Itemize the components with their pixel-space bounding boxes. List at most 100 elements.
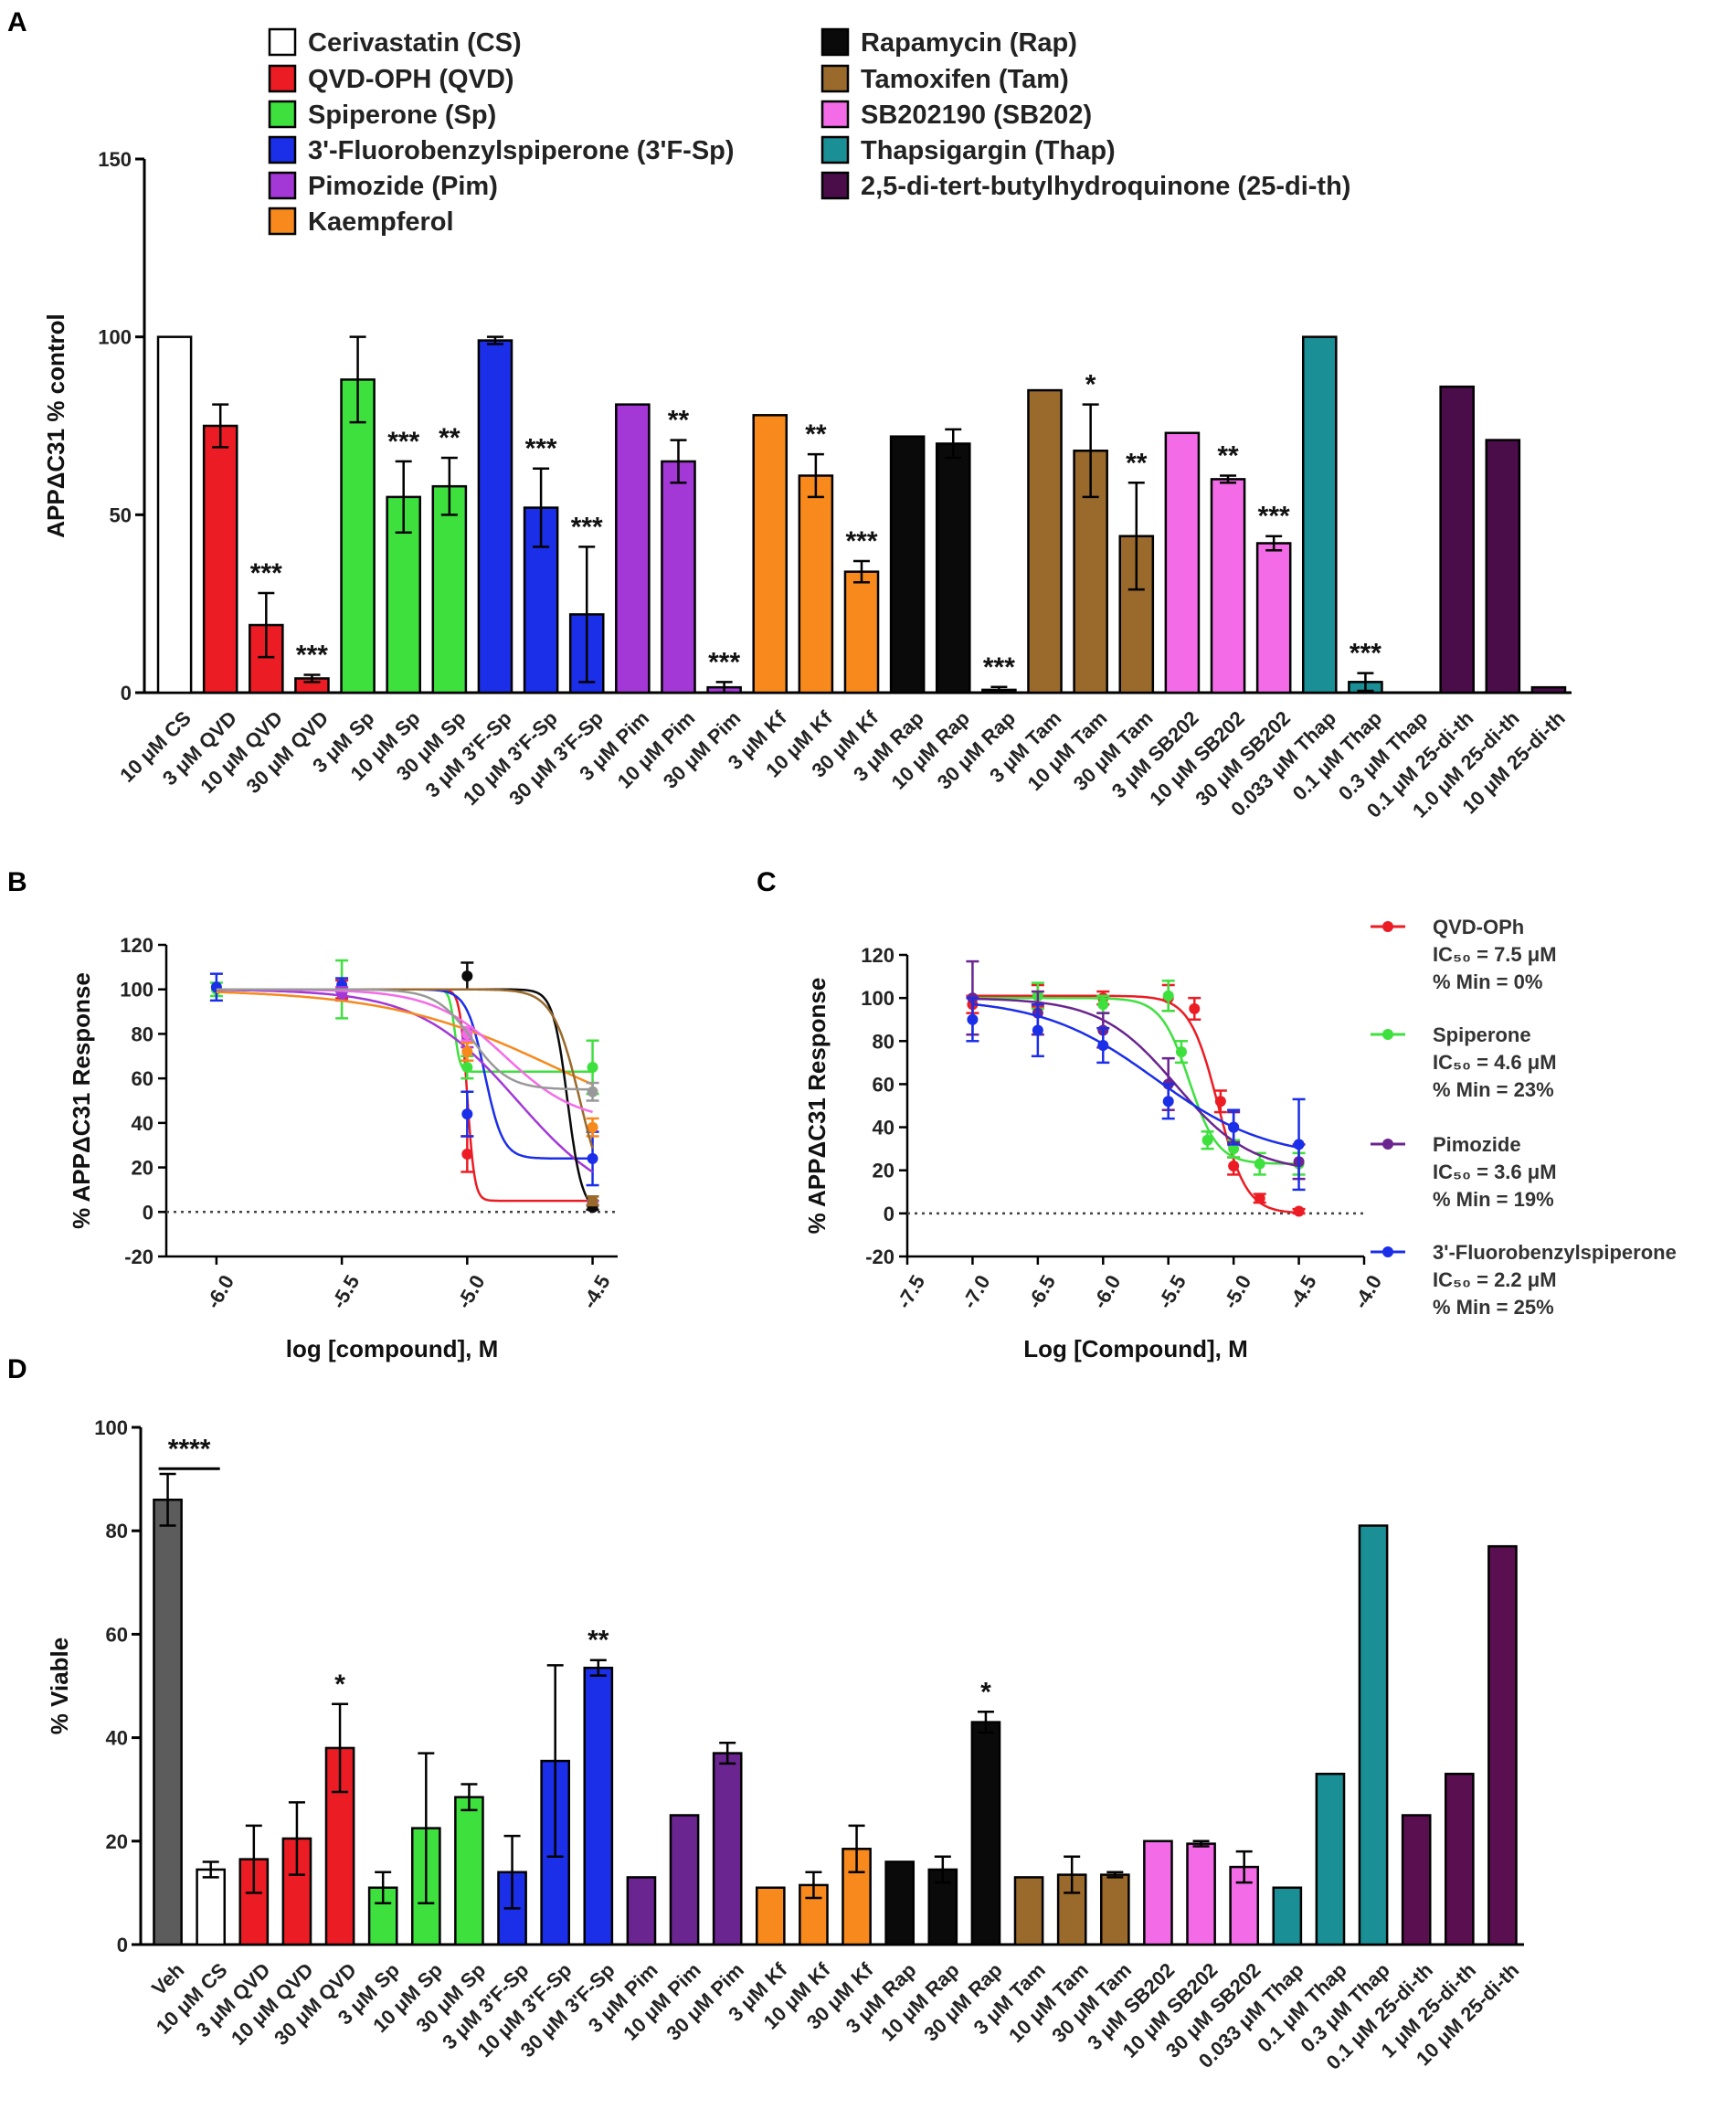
panel-b-dose-response-chart: -20 0 20 40 60 80 100 120 -6.0 -5.5 -5.0 -4.5 log [c… — [68, 934, 618, 1362]
legend-label: Kaempferol — [308, 207, 454, 237]
bar — [454, 1796, 484, 1946]
y-tick-label: 0 — [121, 682, 132, 705]
significance-marker: *** — [983, 652, 1015, 683]
panel-letter-c: C — [757, 867, 777, 897]
y-tick-label: 80 — [132, 1023, 153, 1045]
fit-curve — [972, 997, 1299, 1168]
data-point — [1097, 1040, 1109, 1051]
bar — [1272, 1886, 1303, 1946]
bar — [1255, 542, 1292, 694]
bar — [661, 460, 696, 694]
bar — [884, 1860, 916, 1946]
bar — [1487, 1544, 1518, 1946]
data-point — [1228, 1121, 1240, 1133]
bar — [583, 1666, 614, 1946]
fit-curve — [216, 988, 593, 1203]
x-tick-label: -7.0 — [958, 1271, 995, 1312]
y-tick-label: 100 — [120, 979, 153, 1002]
bar — [889, 435, 926, 694]
legend-label: QVD-OPH (QVD) — [308, 65, 514, 94]
significance-marker: *** — [845, 526, 877, 556]
x-tick-label: -4.0 — [1350, 1271, 1387, 1312]
bar — [1013, 1876, 1044, 1946]
bar — [1315, 1772, 1346, 1946]
bar — [1301, 335, 1338, 694]
y-tick-label: -20 — [124, 1246, 153, 1268]
legend-swatch — [268, 207, 297, 236]
y-tick-label: 20 — [873, 1160, 894, 1182]
bar — [156, 335, 193, 694]
legend-label: Cerivastatin (CS) — [308, 28, 522, 58]
legend-swatch — [268, 27, 297, 57]
x-tick-label: -5.0 — [452, 1271, 490, 1312]
x-tick-label: -6.0 — [201, 1271, 238, 1312]
data-point — [587, 1061, 598, 1073]
bar — [1401, 1814, 1432, 1946]
significance-marker: ** — [805, 419, 827, 450]
panel-letter-a: A — [7, 7, 27, 37]
bar — [477, 339, 513, 694]
fit-curve — [216, 991, 594, 1086]
bar — [1099, 1873, 1130, 1946]
legend-swatch — [268, 171, 297, 200]
data-point — [587, 1152, 598, 1164]
legend-label: 3'-Fluorobenzylspiperone — [1433, 1241, 1677, 1264]
bar — [1164, 431, 1201, 694]
y-axis-label: APPΔC31 % control — [42, 313, 69, 538]
y-tick-label: 60 — [132, 1067, 153, 1090]
significance-marker: * — [980, 1677, 991, 1707]
bar — [798, 474, 834, 694]
significance-marker: *** — [250, 558, 282, 588]
bar — [970, 1721, 1001, 1946]
data-point — [461, 1061, 473, 1073]
bar — [431, 484, 468, 694]
fit-curve — [216, 988, 593, 1114]
data-point — [967, 1013, 979, 1025]
panel-letter-d: D — [7, 1354, 27, 1384]
data-point — [1201, 1134, 1213, 1146]
fit-curve — [216, 988, 594, 1150]
significance-marker: ** — [668, 406, 690, 436]
legend-label: IC₅₀ = 4.6 μM — [1433, 1051, 1557, 1074]
data-point — [1032, 1024, 1043, 1036]
y-tick-label: 120 — [120, 934, 153, 957]
x-tick-label: -5.0 — [1219, 1271, 1256, 1312]
bar — [1027, 388, 1063, 694]
bar — [1358, 1524, 1389, 1946]
panel-c-dose-response-chart: -20 0 20 40 60 80 100 120 -7.5 -7.0 -6.5 -6.0 -5.5 -5… — [803, 916, 1677, 1362]
x-tick-label: -6.0 — [1088, 1271, 1126, 1312]
bar — [752, 414, 789, 694]
legend-marker — [1382, 1246, 1393, 1257]
y-tick-label: 20 — [106, 1830, 128, 1853]
data-point — [461, 1108, 473, 1120]
data-point — [1293, 1205, 1305, 1217]
data-point — [1214, 1096, 1226, 1108]
y-tick-label: 80 — [106, 1520, 128, 1542]
y-tick-label: 40 — [106, 1727, 128, 1750]
y-axis-label: % APPΔC31 Response — [68, 972, 95, 1229]
significance-marker: *** — [1350, 639, 1381, 669]
significance-marker: * — [334, 1670, 345, 1700]
fit-curve — [972, 1002, 1299, 1150]
y-tick-label: 100 — [98, 326, 132, 349]
bar — [712, 1752, 743, 1946]
legend-label: % Min = 0% — [1433, 970, 1542, 993]
legend-label: 2,5-di-tert-butylhydroquinone (25-di-th) — [861, 172, 1350, 201]
fit-curve — [972, 996, 1299, 1165]
y-tick-label: 0 — [117, 1934, 128, 1956]
y-tick-label: -20 — [865, 1246, 894, 1268]
y-tick-label: 100 — [861, 987, 894, 1010]
data-point — [587, 1121, 598, 1133]
data-point — [1228, 1143, 1240, 1155]
legend-label: Spiperone (Sp) — [308, 101, 496, 130]
fit-curve — [972, 994, 1299, 1214]
legend-label: Pimozide — [1433, 1133, 1521, 1156]
data-point — [461, 970, 473, 982]
data-point — [1228, 1161, 1240, 1171]
y-tick-label: 0 — [143, 1201, 153, 1224]
bar — [626, 1876, 657, 1946]
data-point — [461, 1148, 473, 1160]
data-point — [461, 1045, 473, 1057]
